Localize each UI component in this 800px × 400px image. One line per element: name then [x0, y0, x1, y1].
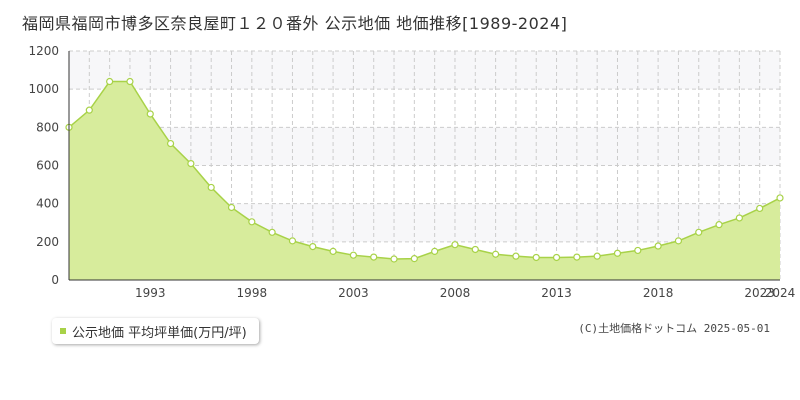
data-point	[634, 246, 642, 255]
data-point	[735, 214, 743, 222]
data-point	[715, 221, 723, 229]
data-point	[329, 247, 337, 255]
data-point	[776, 194, 784, 202]
y-tick-label: 0	[51, 273, 59, 287]
data-point	[552, 253, 561, 262]
data-point	[573, 253, 581, 261]
data-point	[410, 255, 418, 263]
data-point	[654, 242, 662, 250]
y-tick-label: 600	[36, 159, 59, 173]
y-tick-label: 1000	[28, 82, 59, 96]
data-point	[431, 247, 439, 255]
data-point	[674, 237, 683, 245]
data-point	[268, 228, 276, 236]
data-point	[288, 237, 297, 245]
data-point	[126, 77, 134, 86]
data-point	[512, 252, 520, 260]
background-band	[69, 51, 780, 90]
data-point	[106, 77, 114, 86]
y-tick-label: 800	[36, 120, 59, 134]
data-point	[349, 251, 357, 259]
data-point	[187, 159, 195, 168]
data-point	[309, 243, 317, 251]
legend: 公示地価 平均坪単価(万円/坪)	[52, 318, 259, 344]
data-point	[471, 245, 479, 254]
data-point	[248, 218, 256, 226]
data-point	[492, 250, 500, 258]
y-tick-label: 200	[36, 235, 59, 249]
data-point	[207, 183, 215, 192]
data-point	[370, 253, 378, 261]
background-band	[69, 127, 780, 166]
copyright-text: (C)土地価格ドットコム 2025-05-01	[578, 322, 770, 335]
data-point	[613, 249, 622, 257]
legend-square-icon	[60, 328, 66, 334]
y-tick-labels: 0 200 400 600 800 1000 1200	[28, 44, 59, 287]
data-point	[451, 241, 459, 249]
data-points	[65, 77, 784, 263]
data-point	[532, 253, 540, 262]
data-point	[756, 204, 764, 213]
x-tick-label: 2003	[338, 286, 369, 300]
data-point	[695, 228, 703, 236]
x-tick-label: 2023	[744, 286, 775, 300]
x-tick-label: 2018	[643, 286, 674, 300]
chart-title: 福岡県福岡市博多区奈良屋町１２０番外 公示地価 地価推移[1989-2024]	[22, 14, 568, 33]
x-tick-label: 1998	[237, 286, 268, 300]
series-area	[69, 81, 780, 281]
data-point	[166, 139, 175, 148]
data-point	[593, 252, 601, 260]
legend-label: 公示地価 平均坪単価(万円/坪)	[72, 325, 247, 341]
data-point	[85, 106, 93, 114]
y-tick-label: 1200	[28, 44, 59, 58]
x-tick-label: 2013	[541, 286, 572, 300]
area-layer	[68, 80, 781, 281]
data-point	[390, 255, 398, 263]
y-tick-label: 400	[36, 197, 59, 211]
data-point	[146, 110, 154, 118]
x-tick-label: 2008	[440, 286, 471, 300]
data-point	[227, 203, 236, 212]
x-tick-label: 2024	[765, 286, 796, 300]
axes	[68, 51, 780, 281]
x-tick-label: 1993	[135, 286, 166, 300]
